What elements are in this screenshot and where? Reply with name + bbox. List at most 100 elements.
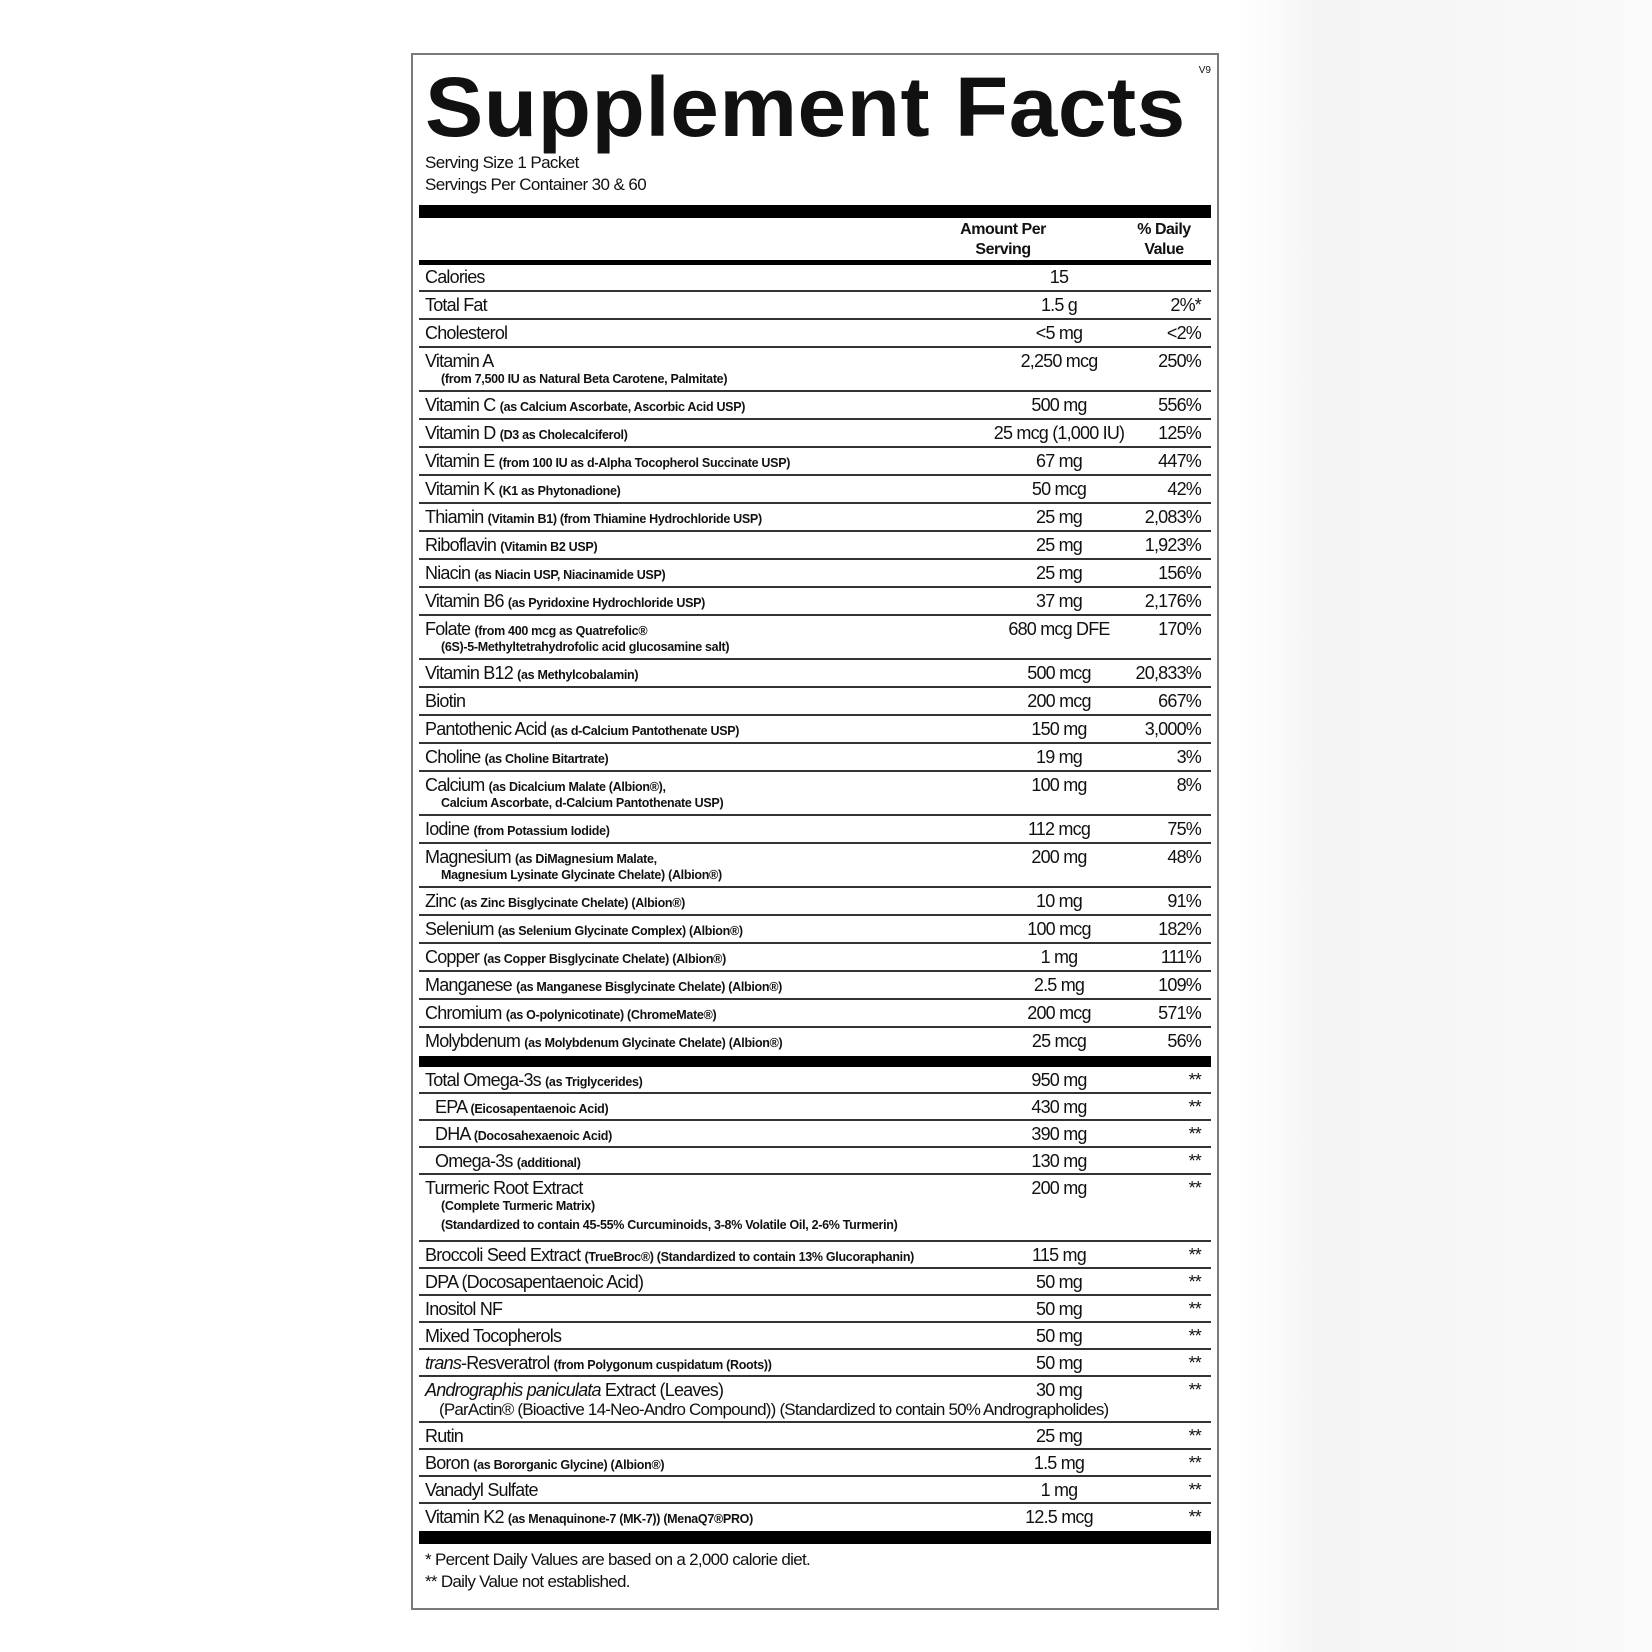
nutrient-source-note: (as Triglycerides) [545,1075,643,1089]
amount-per-serving: 112 mcg [1027,819,1091,839]
nutrient-name-text: Omega-3s [435,1151,513,1171]
amount-per-serving: 680 mcg DFE [1008,619,1110,639]
percent-daily-value: ** [1188,1299,1202,1319]
percent-daily-value: 3,000% [1144,719,1202,739]
version-mark: V9 [1198,65,1211,76]
nutrient-source-note: (as O-polynicotinate) (ChromeMate®) [505,1008,717,1022]
amount-per-serving: 50 mg [1035,1353,1083,1373]
nutrient-source-note: (K1 as Phytonadione) [498,484,621,498]
percent-daily-value: 1,923% [1144,535,1202,555]
nutrient-row: Calories 15 [419,264,1211,292]
nutrient-name: Total Omega-3s (as Triglycerides) [425,1070,643,1091]
amount-per-serving: 2.5 mg [1033,975,1085,995]
amount-per-serving: 15 [1049,267,1069,287]
nutrient-name-text: Extract (Leaves) [600,1380,724,1400]
nutrient-source-note: (as Methylcobalamin) [517,668,639,682]
nutrient-name-text: Turmeric Root Extract [425,1178,583,1198]
nutrient-name-text: Vitamin A [425,351,494,371]
nutrient-source-note: (as Calcium Ascorbate, Ascorbic Acid USP… [499,400,746,414]
nutrient-name: Manganese (as Manganese Bisglycinate Che… [425,975,782,996]
nutrient-row: EPA (Eicosapentaenoic Acid) 430 mg ** [419,1094,1211,1121]
amount-per-serving: 25 mg [1035,1426,1083,1446]
nutrient-name: Turmeric Root Extract [425,1178,583,1199]
nutrient-name: Vitamin E (from 100 IU as d-Alpha Tocoph… [425,451,790,472]
amount-per-serving: 130 mg [1031,1151,1087,1171]
nutrient-row: Niacin (as Niacin USP, Niacinamide USP) 2… [419,560,1211,588]
percent-daily-value: ** [1188,1245,1202,1265]
percent-daily-value: 20,833% [1135,663,1202,683]
percent-daily-value: ** [1188,1178,1202,1198]
amount-per-serving: 19 mg [1035,747,1083,767]
nutrient-row: Riboflavin (Vitamin B2 USP) 25 mg 1,923% [419,532,1211,560]
nutrient-row: Zinc (as Zinc Bisglycinate Chelate) (Alb… [419,888,1211,916]
nutrient-source-note: (Docosahexaenoic Acid) [473,1129,612,1143]
nutrient-source-note: (as d-Calcium Pantothenate USP) [550,724,740,738]
amount-per-serving: 200 mg [1031,1178,1087,1198]
nutrient-name-text: Molybdenum [425,1031,521,1051]
nutrient-name: Rutin [425,1426,464,1447]
nutrient-name: DPA (Docosapentaenoic Acid) [425,1272,644,1293]
percent-daily-value: 3% [1176,747,1202,767]
nutrient-row: Vitamin A (from 7,500 IU as Natural Beta … [419,348,1211,392]
serving-size: Serving Size 1 Packet [425,153,579,172]
nutrient-name-text: -Resveratrol [461,1353,550,1373]
nutrient-source-note: (as Bororganic Glycine) (Albion®) [473,1458,665,1472]
nutrient-row: DPA (Docosapentaenoic Acid) 50 mg ** [419,1269,1211,1296]
nutrient-row: Vanadyl Sulfate 1 mg ** [419,1477,1211,1504]
percent-daily-value: ** [1188,1097,1202,1117]
nutrient-source-note: (Eicosapentaenoic Acid) [470,1102,609,1116]
nutrient-source-note: (Vitamin B1) (from Thiamine Hydrochlorid… [487,512,763,526]
nutrient-name-text: Chromium [425,1003,502,1023]
amount-per-serving: 37 mg [1035,591,1083,611]
percent-daily-value: 170% [1158,619,1202,639]
amount-per-serving: 150 mg [1031,719,1087,739]
nutrient-name-text: Pantothenic Acid [425,719,547,739]
nutrient-source-note: (from 400 mcg as Quatrefolic® [474,624,648,638]
percent-daily-value: ** [1188,1426,1202,1446]
nutrient-source-note: (as Choline Bitartrate) [484,752,609,766]
nutrient-name-text: Broccoli Seed Extract [425,1245,581,1265]
nutrient-name-text: Zinc [425,891,457,911]
nutrient-name-text: Inositol NF [425,1299,503,1319]
percent-daily-value: ** [1188,1480,1202,1500]
nutrient-name: Vanadyl Sulfate [425,1480,539,1501]
nutrient-row: Cholesterol <5 mg <2% [419,320,1211,348]
nutrient-name: Riboflavin (Vitamin B2 USP) [425,535,598,556]
nutrient-name: Thiamin (Vitamin B1) (from Thiamine Hydr… [425,507,762,528]
nutrient-name-text: Cholesterol [425,323,508,343]
percent-daily-value: ** [1188,1380,1202,1400]
percent-daily-value: 156% [1158,563,1202,583]
amount-per-serving: 30 mg [1035,1380,1083,1400]
amount-per-serving: 1 mg [1040,1480,1079,1500]
nutrient-row: Chromium (as O-polynicotinate) (ChromeMa… [419,1000,1211,1028]
nutrient-name: Cholesterol [425,323,508,344]
nutrient-row: Mixed Tocopherols 50 mg ** [419,1323,1211,1350]
nutrient-source-detail: (6S)-5-Methyltetrahydrofolic acid glucos… [441,640,730,654]
percent-daily-value: 48% [1167,847,1201,867]
nutrient-name-text: Total Omega-3s [425,1070,542,1090]
label-title: Supplement Facts [425,60,1186,154]
percent-daily-value: 667% [1158,691,1202,711]
amount-per-serving: 390 mg [1031,1124,1087,1144]
nutrient-name-text: Vitamin C [425,395,496,415]
amount-header-line1: Amount Per [960,221,1046,238]
amount-per-serving: 12.5 mcg [1025,1507,1093,1527]
nutrient-row: Thiamin (Vitamin B1) (from Thiamine Hydr… [419,504,1211,532]
nutrient-row: Folate (from 400 mcg as Quatrefolic® (6S)… [419,616,1211,660]
nutrient-row: Boron (as Bororganic Glycine) (Albion®) 1… [419,1450,1211,1477]
amount-per-serving: 200 mcg [1027,691,1091,711]
nutrient-name: Inositol NF [425,1299,503,1320]
amount-per-serving: 430 mg [1031,1097,1087,1117]
nutrient-row: Vitamin B12 (as Methylcobalamin) 500 mcg 2… [419,660,1211,688]
nutrient-name-text: Vitamin K2 [425,1507,505,1527]
nutrient-source-note: (as Dicalcium Malate (Albion®), [488,780,666,794]
nutrient-name: Vitamin D (D3 as Cholecalciferol) [425,423,628,444]
nutrient-name-text: Vitamin K [425,479,495,499]
nutrient-row: Iodine (from Potassium Iodide) 112 mcg 75% [419,816,1211,844]
amount-per-serving: 67 mg [1035,451,1083,471]
percent-daily-value: 2,176% [1144,591,1202,611]
nutrient-source-detail: (Standardized to contain 45-55% Curcumin… [441,1218,898,1232]
nutrient-name: Vitamin A [425,351,494,372]
nutrient-name: Chromium (as O-polynicotinate) (ChromeMa… [425,1003,717,1024]
servings-per-container: Servings Per Container 30 & 60 [425,175,647,194]
